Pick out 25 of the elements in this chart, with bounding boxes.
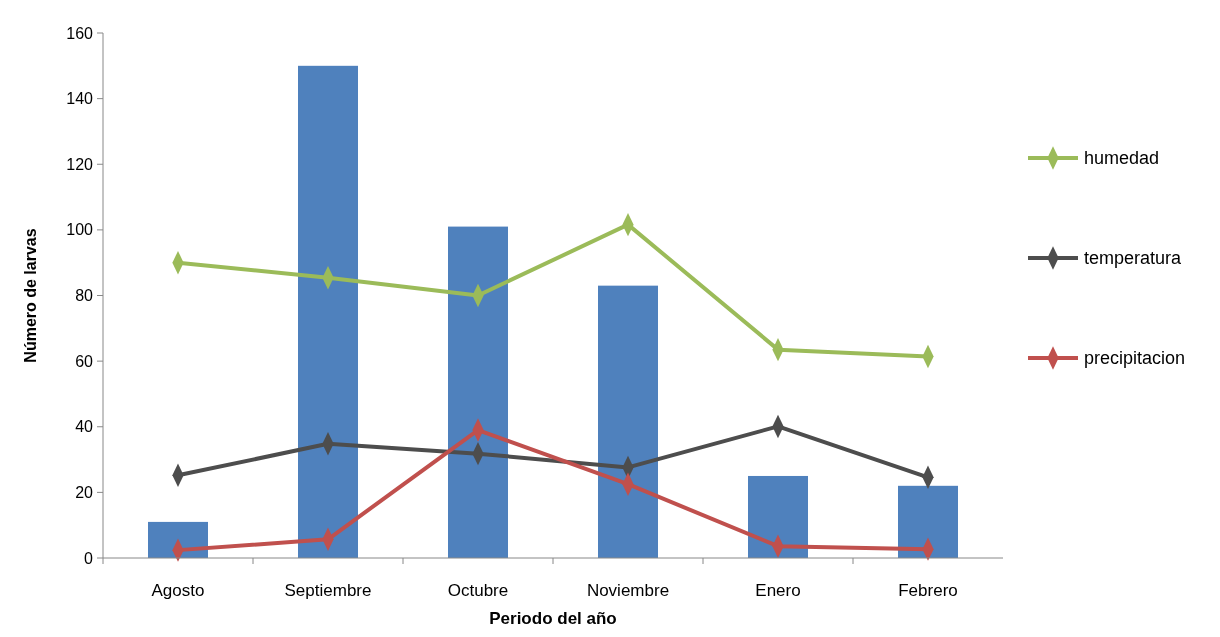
x-tick-label: Enero bbox=[755, 581, 801, 600]
x-tick-label: Agosto bbox=[151, 581, 205, 600]
y-axis-title: Número de larvas bbox=[22, 228, 39, 363]
y-tick-label: 0 bbox=[84, 549, 94, 567]
legend-label: temperatura bbox=[1084, 248, 1183, 269]
bar bbox=[298, 65, 358, 558]
bar bbox=[598, 285, 658, 558]
legend-label: humedad bbox=[1084, 148, 1160, 169]
y-tick-label: 140 bbox=[66, 90, 94, 108]
legend-label: precipitacion bbox=[1084, 348, 1186, 369]
y-tick-label: 80 bbox=[75, 287, 94, 305]
y-tick-label: 120 bbox=[66, 155, 94, 173]
y-tick-label: 100 bbox=[66, 221, 94, 239]
bar bbox=[748, 475, 808, 558]
x-tick-label: Noviembre bbox=[586, 581, 670, 600]
bar bbox=[898, 485, 958, 558]
y-tick-label: 20 bbox=[75, 483, 94, 501]
bar bbox=[448, 226, 508, 558]
y-tick-label: 60 bbox=[75, 352, 94, 370]
x-axis-title: Periodo del año bbox=[489, 609, 617, 628]
x-tick-label: Octubre bbox=[447, 581, 509, 600]
y-tick-label: 40 bbox=[75, 418, 94, 436]
y-tick-label: 160 bbox=[66, 24, 94, 42]
x-tick-label: Febrero bbox=[898, 581, 958, 600]
x-tick-label: Septiembre bbox=[284, 581, 372, 600]
